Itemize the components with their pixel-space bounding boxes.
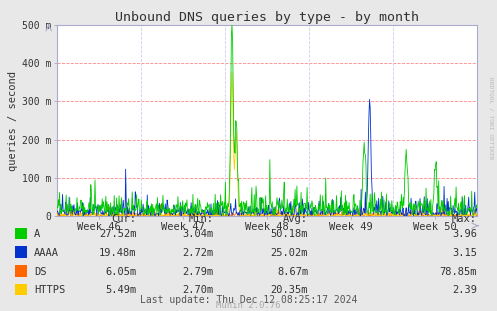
Text: 19.48m: 19.48m xyxy=(99,248,137,258)
Text: 2.72m: 2.72m xyxy=(182,248,214,258)
Text: 2.39: 2.39 xyxy=(452,285,477,295)
Text: 50.18m: 50.18m xyxy=(271,229,308,239)
Text: Avg:: Avg: xyxy=(283,214,308,224)
Y-axis label: queries / second: queries / second xyxy=(8,71,18,170)
Text: 5.49m: 5.49m xyxy=(105,285,137,295)
Text: 2.70m: 2.70m xyxy=(182,285,214,295)
Text: AAAA: AAAA xyxy=(34,248,59,258)
Text: 25.02m: 25.02m xyxy=(271,248,308,258)
Text: 3.15: 3.15 xyxy=(452,248,477,258)
Text: 2.79m: 2.79m xyxy=(182,267,214,276)
Text: A: A xyxy=(34,229,40,239)
Text: 6.05m: 6.05m xyxy=(105,267,137,276)
Text: Cur:: Cur: xyxy=(112,214,137,224)
Text: 20.35m: 20.35m xyxy=(271,285,308,295)
Text: Max:: Max: xyxy=(452,214,477,224)
Text: HTTPS: HTTPS xyxy=(34,285,65,295)
Title: Unbound DNS queries by type - by month: Unbound DNS queries by type - by month xyxy=(115,11,419,24)
Text: RRDTOOL / TOBI OETIKER: RRDTOOL / TOBI OETIKER xyxy=(488,77,493,160)
Text: Min:: Min: xyxy=(189,214,214,224)
Text: DS: DS xyxy=(34,267,46,276)
Text: Munin 2.0.76: Munin 2.0.76 xyxy=(216,301,281,310)
Text: 8.67m: 8.67m xyxy=(277,267,308,276)
Text: 3.04m: 3.04m xyxy=(182,229,214,239)
Text: 78.85m: 78.85m xyxy=(440,267,477,276)
Text: 27.52m: 27.52m xyxy=(99,229,137,239)
Text: Last update: Thu Dec 12 08:25:17 2024: Last update: Thu Dec 12 08:25:17 2024 xyxy=(140,295,357,305)
Text: 3.96: 3.96 xyxy=(452,229,477,239)
